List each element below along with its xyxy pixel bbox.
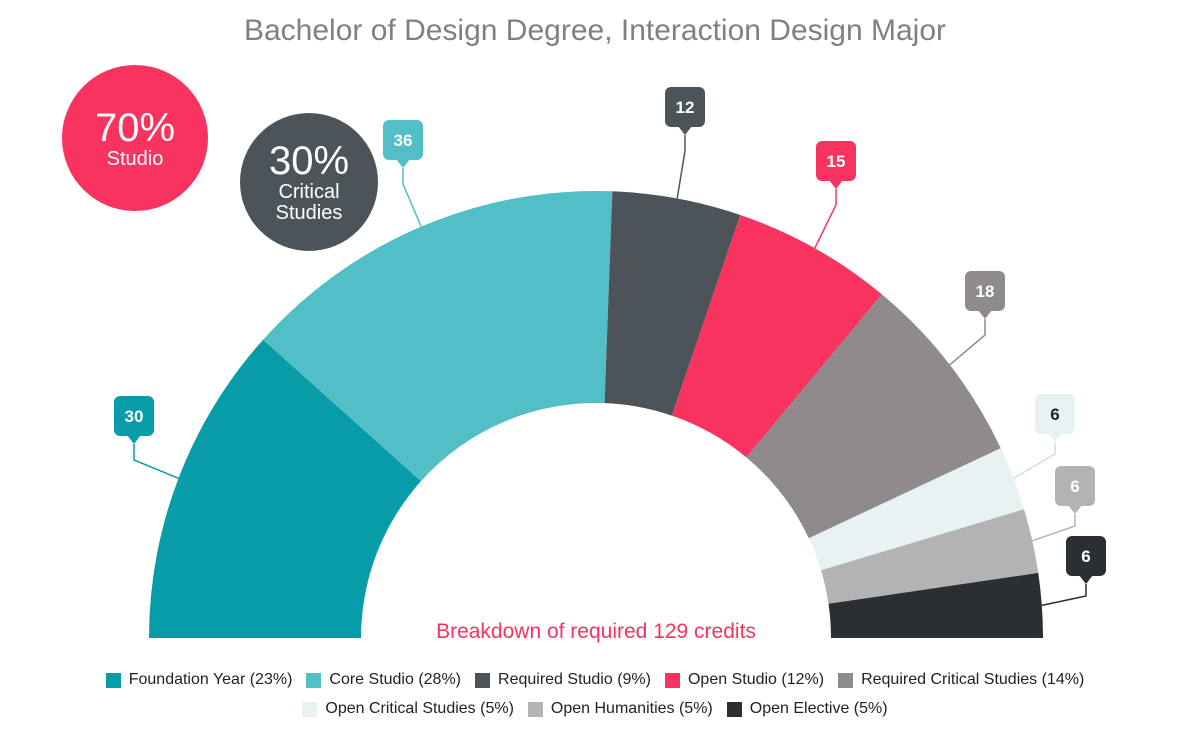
legend-swatch — [475, 672, 491, 688]
callout-required-studio: 12 — [665, 87, 705, 199]
data-label-core-studio: 36 — [394, 131, 413, 150]
slice-open-studio — [671, 214, 882, 458]
slice-open-elective — [828, 572, 1043, 638]
critical-studies-percentage-value: 30% — [268, 139, 350, 183]
data-label-open-studio: 15 — [827, 152, 846, 171]
legend-item-open-studio: Open Studio (12%) — [664, 671, 825, 689]
callout-open-elective: 6 — [1041, 536, 1106, 607]
studio-percentage-label: Studio — [106, 147, 164, 170]
slice-foundation-year — [149, 339, 421, 638]
legend-swatch — [306, 672, 322, 688]
data-label-required-studio: 12 — [676, 98, 695, 117]
data-label-open-critical-studies: 6 — [1050, 405, 1059, 424]
slice-open-humanities — [821, 509, 1039, 604]
legend-swatch — [664, 672, 680, 688]
legend-label: Foundation Year (23%) — [128, 671, 293, 688]
center-label: Breakdown of required 129 credits — [436, 620, 756, 643]
legend-item-core-studio: Core Studio (28%) — [306, 671, 461, 689]
legend-item-required-studio: Required Studio (9%) — [475, 671, 651, 689]
slice-core-studio — [263, 191, 613, 482]
callout-required-critical-studies: 18 — [949, 271, 1005, 366]
legend-label: Open Elective (5%) — [749, 700, 888, 717]
legend-item-open-elective: Open Elective (5%) — [726, 700, 888, 718]
critical-studies-percentage-bubble: 30% Critical Studies — [240, 113, 378, 251]
slice-required-studio — [604, 191, 741, 416]
legend-swatch — [726, 701, 742, 717]
legend-label: Required Critical Studies (14%) — [861, 671, 1085, 688]
callout-open-studio: 15 — [814, 141, 856, 249]
data-label-open-humanities: 6 — [1070, 477, 1079, 496]
legend-item-foundation-year: Foundation Year (23%) — [105, 671, 293, 689]
chart-legend: Foundation Year (23%) Core Studio (28%) Re… — [0, 671, 1190, 729]
legend-label: Open Studio (12%) — [687, 671, 825, 688]
legend-label: Required Studio (9%) — [498, 671, 651, 688]
legend-label: Open Humanities (5%) — [550, 700, 713, 717]
data-label-required-critical-studies: 18 — [976, 282, 995, 301]
critical-studies-percentage-label: Critical Studies — [275, 181, 343, 224]
legend-item-required-critical-studies: Required Critical Studies (14%) — [838, 671, 1084, 689]
legend-swatch — [105, 672, 121, 688]
legend-swatch — [527, 701, 543, 717]
data-label-foundation-year: 30 — [125, 407, 144, 426]
slice-required-critical-studies — [746, 294, 1001, 539]
slice-open-critical-studies — [808, 448, 1025, 571]
legend-label: Open Critical Studies (5%) — [325, 700, 514, 717]
chart-title: Bachelor of Design Degree, Interaction D… — [243, 14, 947, 47]
callout-foundation-year: 30 — [114, 396, 179, 480]
data-label-open-elective: 6 — [1081, 547, 1090, 566]
legend-row: Open Critical Studies (5%) Open Humanitie… — [0, 700, 1190, 718]
studio-percentage-value: 70% — [94, 105, 176, 150]
legend-item-open-humanities: Open Humanities (5%) — [527, 700, 713, 718]
legend-swatch — [302, 701, 318, 717]
legend-label: Core Studio (28%) — [329, 671, 462, 688]
callout-open-critical-studies: 6 — [1013, 394, 1075, 479]
legend-row: Foundation Year (23%) Core Studio (28%) Re… — [0, 671, 1190, 689]
callout-open-humanities: 6 — [1032, 466, 1095, 542]
legend-item-open-critical-studies: Open Critical Studies (5%) — [302, 700, 514, 718]
semi-donut-chart: 30 36 12 15 18 6 6 6 Breakdown of required 129 c… — [114, 87, 1106, 643]
legend-swatch — [838, 672, 854, 688]
studio-percentage-bubble: 70% Studio — [62, 65, 208, 211]
callout-core-studio: 36 — [383, 120, 423, 227]
